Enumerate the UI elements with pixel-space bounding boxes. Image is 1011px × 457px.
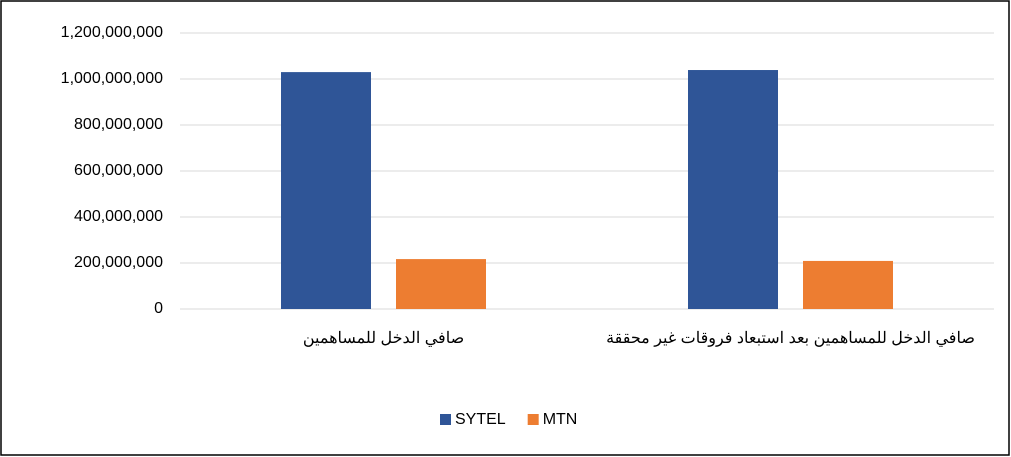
y-tick-label: 1,000,000,000	[61, 70, 163, 87]
legend-label: SYTEL	[455, 411, 506, 428]
y-tick-label: 0	[154, 300, 163, 317]
legend-swatch	[440, 414, 451, 425]
legend-label: MTN	[543, 411, 578, 428]
bar	[688, 70, 778, 309]
x-tick-label: صافي الدخل للمساهمين	[302, 330, 465, 347]
bar	[803, 260, 893, 309]
y-tick-label: 1,200,000,000	[61, 24, 163, 41]
bar	[396, 259, 486, 309]
y-tick-label: 800,000,000	[74, 116, 163, 133]
y-tick-label: 400,000,000	[74, 208, 163, 225]
bar	[281, 72, 371, 309]
y-tick-label: 600,000,000	[74, 162, 163, 179]
x-tick-label: صافي الدخل للمساهمين بعد استبعاد فروقات …	[606, 330, 975, 347]
y-tick-label: 200,000,000	[74, 254, 163, 271]
legend-swatch	[527, 414, 539, 425]
